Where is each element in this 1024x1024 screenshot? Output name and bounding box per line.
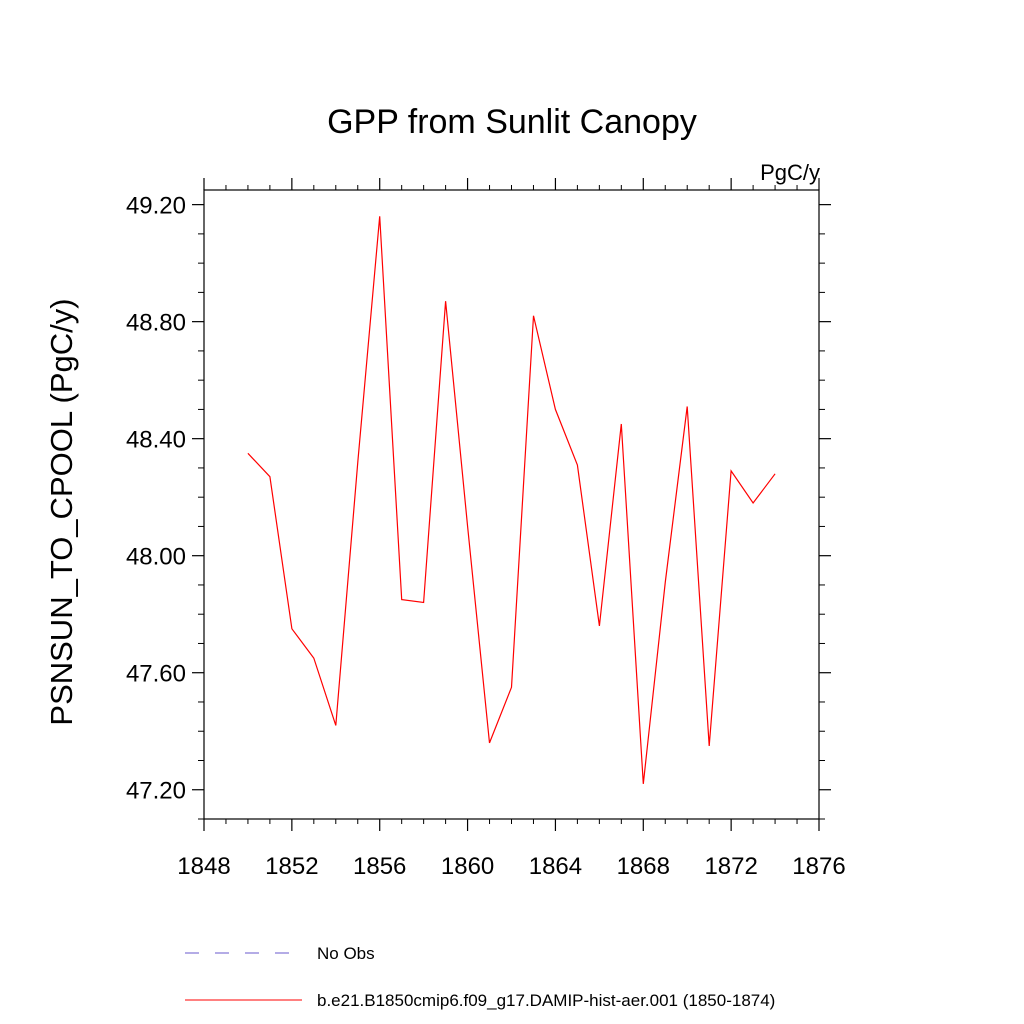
units-label: PgC/y [760, 160, 820, 185]
series-line [247, 216, 776, 784]
x-tick-label: 1860 [441, 853, 494, 880]
y-tick-label: 47.20 [126, 778, 186, 805]
x-tick-label: 1872 [704, 853, 757, 880]
y-tick-label: 48.40 [126, 427, 186, 454]
x-tick-label: 1856 [353, 853, 406, 880]
x-tick-label: 1848 [177, 853, 230, 880]
chart-title: GPP from Sunlit Canopy [327, 103, 697, 141]
x-tick-labels: 1848 1852 1856 1860 1864 1868 1872 1876 [177, 853, 845, 880]
y-tick-labels: 47.20 47.60 48.00 48.40 48.80 49.20 [126, 193, 186, 805]
legend-label-no-obs: No Obs [317, 944, 375, 963]
plot-frame [203, 189, 820, 820]
y-tick-label: 48.00 [126, 544, 186, 571]
legend-label-model: b.e21.B1850cmip6.f09_g17.DAMIP-hist-aer.… [317, 991, 775, 1010]
legend: No Obs b.e21.B1850cmip6.f09_g17.DAMIP-hi… [185, 944, 775, 1010]
x-tick-label: 1868 [617, 853, 670, 880]
x-tick-label: 1876 [792, 853, 845, 880]
x-tick-label: 1864 [529, 853, 582, 880]
y-axis-label: PSNSUN_TO_CPOOL (PgC/y) [44, 298, 79, 725]
y-tick-label: 49.20 [126, 193, 186, 220]
y-tick-label: 48.80 [126, 310, 186, 337]
x-tick-label: 1852 [265, 853, 318, 880]
axis-ticks [192, 178, 831, 831]
y-tick-label: 47.60 [126, 661, 186, 688]
